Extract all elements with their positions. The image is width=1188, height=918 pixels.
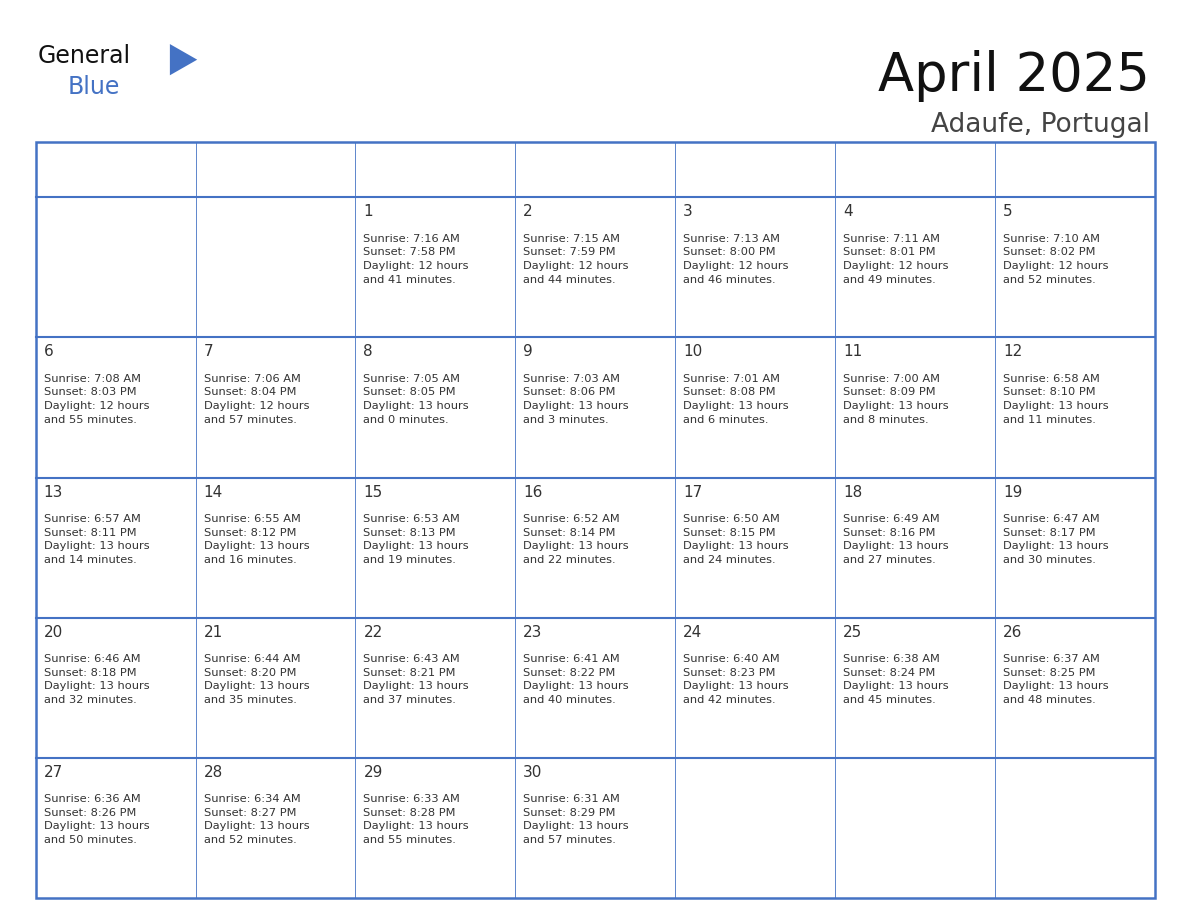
Text: Friday: Friday	[845, 161, 902, 179]
Text: 2: 2	[523, 205, 533, 219]
Text: 25: 25	[843, 624, 862, 640]
Text: 5: 5	[1003, 205, 1012, 219]
Text: Sunrise: 6:38 AM
Sunset: 8:24 PM
Daylight: 13 hours
and 45 minutes.: Sunrise: 6:38 AM Sunset: 8:24 PM Dayligh…	[843, 654, 948, 705]
Text: Sunrise: 7:06 AM
Sunset: 8:04 PM
Daylight: 12 hours
and 57 minutes.: Sunrise: 7:06 AM Sunset: 8:04 PM Dayligh…	[203, 374, 309, 425]
Text: 3: 3	[683, 205, 693, 219]
Text: Sunrise: 6:41 AM
Sunset: 8:22 PM
Daylight: 13 hours
and 40 minutes.: Sunrise: 6:41 AM Sunset: 8:22 PM Dayligh…	[523, 654, 628, 705]
Text: Sunrise: 7:16 AM
Sunset: 7:58 PM
Daylight: 12 hours
and 41 minutes.: Sunrise: 7:16 AM Sunset: 7:58 PM Dayligh…	[364, 234, 469, 285]
Text: Sunrise: 6:33 AM
Sunset: 8:28 PM
Daylight: 13 hours
and 55 minutes.: Sunrise: 6:33 AM Sunset: 8:28 PM Dayligh…	[364, 794, 469, 845]
Text: Monday: Monday	[206, 161, 278, 179]
Text: Sunrise: 7:01 AM
Sunset: 8:08 PM
Daylight: 13 hours
and 6 minutes.: Sunrise: 7:01 AM Sunset: 8:08 PM Dayligh…	[683, 374, 789, 425]
Text: 1: 1	[364, 205, 373, 219]
Text: 4: 4	[843, 205, 853, 219]
Text: 7: 7	[203, 344, 213, 360]
Text: General: General	[38, 44, 131, 68]
Text: Sunday: Sunday	[45, 161, 114, 179]
Text: Adaufe, Portugal: Adaufe, Portugal	[931, 112, 1150, 138]
Text: Sunrise: 6:58 AM
Sunset: 8:10 PM
Daylight: 13 hours
and 11 minutes.: Sunrise: 6:58 AM Sunset: 8:10 PM Dayligh…	[1003, 374, 1108, 425]
Text: Saturday: Saturday	[1005, 161, 1089, 179]
Text: Blue: Blue	[68, 75, 120, 99]
Text: Tuesday: Tuesday	[365, 161, 441, 179]
Text: Sunrise: 6:44 AM
Sunset: 8:20 PM
Daylight: 13 hours
and 35 minutes.: Sunrise: 6:44 AM Sunset: 8:20 PM Dayligh…	[203, 654, 309, 705]
Text: Sunrise: 6:57 AM
Sunset: 8:11 PM
Daylight: 13 hours
and 14 minutes.: Sunrise: 6:57 AM Sunset: 8:11 PM Dayligh…	[44, 514, 150, 565]
Text: Sunrise: 6:43 AM
Sunset: 8:21 PM
Daylight: 13 hours
and 37 minutes.: Sunrise: 6:43 AM Sunset: 8:21 PM Dayligh…	[364, 654, 469, 705]
Text: Thursday: Thursday	[684, 161, 771, 179]
Text: 20: 20	[44, 624, 63, 640]
Text: Sunrise: 6:40 AM
Sunset: 8:23 PM
Daylight: 13 hours
and 42 minutes.: Sunrise: 6:40 AM Sunset: 8:23 PM Dayligh…	[683, 654, 789, 705]
Text: 22: 22	[364, 624, 383, 640]
Text: 13: 13	[44, 485, 63, 499]
Text: Sunrise: 7:00 AM
Sunset: 8:09 PM
Daylight: 13 hours
and 8 minutes.: Sunrise: 7:00 AM Sunset: 8:09 PM Dayligh…	[843, 374, 948, 425]
Text: Sunrise: 6:50 AM
Sunset: 8:15 PM
Daylight: 13 hours
and 24 minutes.: Sunrise: 6:50 AM Sunset: 8:15 PM Dayligh…	[683, 514, 789, 565]
Text: Sunrise: 6:49 AM
Sunset: 8:16 PM
Daylight: 13 hours
and 27 minutes.: Sunrise: 6:49 AM Sunset: 8:16 PM Dayligh…	[843, 514, 948, 565]
Text: 28: 28	[203, 765, 223, 779]
Text: 16: 16	[523, 485, 543, 499]
Text: Sunrise: 7:13 AM
Sunset: 8:00 PM
Daylight: 12 hours
and 46 minutes.: Sunrise: 7:13 AM Sunset: 8:00 PM Dayligh…	[683, 234, 789, 285]
Text: Wednesday: Wednesday	[525, 161, 632, 179]
Text: April 2025: April 2025	[878, 50, 1150, 103]
Text: 29: 29	[364, 765, 383, 779]
Text: Sunrise: 6:31 AM
Sunset: 8:29 PM
Daylight: 13 hours
and 57 minutes.: Sunrise: 6:31 AM Sunset: 8:29 PM Dayligh…	[523, 794, 628, 845]
Text: 19: 19	[1003, 485, 1022, 499]
Text: Sunrise: 7:15 AM
Sunset: 7:59 PM
Daylight: 12 hours
and 44 minutes.: Sunrise: 7:15 AM Sunset: 7:59 PM Dayligh…	[523, 234, 628, 285]
Text: 17: 17	[683, 485, 702, 499]
Text: 26: 26	[1003, 624, 1022, 640]
Text: Sunrise: 6:55 AM
Sunset: 8:12 PM
Daylight: 13 hours
and 16 minutes.: Sunrise: 6:55 AM Sunset: 8:12 PM Dayligh…	[203, 514, 309, 565]
Text: Sunrise: 7:03 AM
Sunset: 8:06 PM
Daylight: 13 hours
and 3 minutes.: Sunrise: 7:03 AM Sunset: 8:06 PM Dayligh…	[523, 374, 628, 425]
Text: 6: 6	[44, 344, 53, 360]
Text: 30: 30	[523, 765, 543, 779]
Text: 27: 27	[44, 765, 63, 779]
Text: 9: 9	[523, 344, 533, 360]
Text: 10: 10	[683, 344, 702, 360]
Text: 24: 24	[683, 624, 702, 640]
Text: Sunrise: 7:10 AM
Sunset: 8:02 PM
Daylight: 12 hours
and 52 minutes.: Sunrise: 7:10 AM Sunset: 8:02 PM Dayligh…	[1003, 234, 1108, 285]
Text: Sunrise: 7:08 AM
Sunset: 8:03 PM
Daylight: 12 hours
and 55 minutes.: Sunrise: 7:08 AM Sunset: 8:03 PM Dayligh…	[44, 374, 150, 425]
Text: Sunrise: 7:11 AM
Sunset: 8:01 PM
Daylight: 12 hours
and 49 minutes.: Sunrise: 7:11 AM Sunset: 8:01 PM Dayligh…	[843, 234, 948, 285]
Text: Sunrise: 6:52 AM
Sunset: 8:14 PM
Daylight: 13 hours
and 22 minutes.: Sunrise: 6:52 AM Sunset: 8:14 PM Dayligh…	[523, 514, 628, 565]
Text: 15: 15	[364, 485, 383, 499]
Text: Sunrise: 6:47 AM
Sunset: 8:17 PM
Daylight: 13 hours
and 30 minutes.: Sunrise: 6:47 AM Sunset: 8:17 PM Dayligh…	[1003, 514, 1108, 565]
Text: 21: 21	[203, 624, 223, 640]
Text: Sunrise: 6:53 AM
Sunset: 8:13 PM
Daylight: 13 hours
and 19 minutes.: Sunrise: 6:53 AM Sunset: 8:13 PM Dayligh…	[364, 514, 469, 565]
Text: 23: 23	[523, 624, 543, 640]
Text: Sunrise: 6:37 AM
Sunset: 8:25 PM
Daylight: 13 hours
and 48 minutes.: Sunrise: 6:37 AM Sunset: 8:25 PM Dayligh…	[1003, 654, 1108, 705]
Text: 14: 14	[203, 485, 223, 499]
Text: 11: 11	[843, 344, 862, 360]
Text: 12: 12	[1003, 344, 1022, 360]
Text: Sunrise: 6:36 AM
Sunset: 8:26 PM
Daylight: 13 hours
and 50 minutes.: Sunrise: 6:36 AM Sunset: 8:26 PM Dayligh…	[44, 794, 150, 845]
Text: 18: 18	[843, 485, 862, 499]
Text: 8: 8	[364, 344, 373, 360]
Text: Sunrise: 6:46 AM
Sunset: 8:18 PM
Daylight: 13 hours
and 32 minutes.: Sunrise: 6:46 AM Sunset: 8:18 PM Dayligh…	[44, 654, 150, 705]
Text: Sunrise: 7:05 AM
Sunset: 8:05 PM
Daylight: 13 hours
and 0 minutes.: Sunrise: 7:05 AM Sunset: 8:05 PM Dayligh…	[364, 374, 469, 425]
Text: Sunrise: 6:34 AM
Sunset: 8:27 PM
Daylight: 13 hours
and 52 minutes.: Sunrise: 6:34 AM Sunset: 8:27 PM Dayligh…	[203, 794, 309, 845]
